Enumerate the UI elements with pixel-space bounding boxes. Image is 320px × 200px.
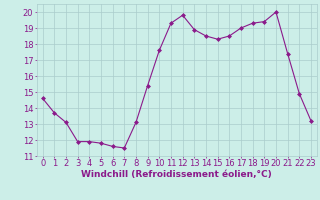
X-axis label: Windchill (Refroidissement éolien,°C): Windchill (Refroidissement éolien,°C) (81, 170, 272, 179)
